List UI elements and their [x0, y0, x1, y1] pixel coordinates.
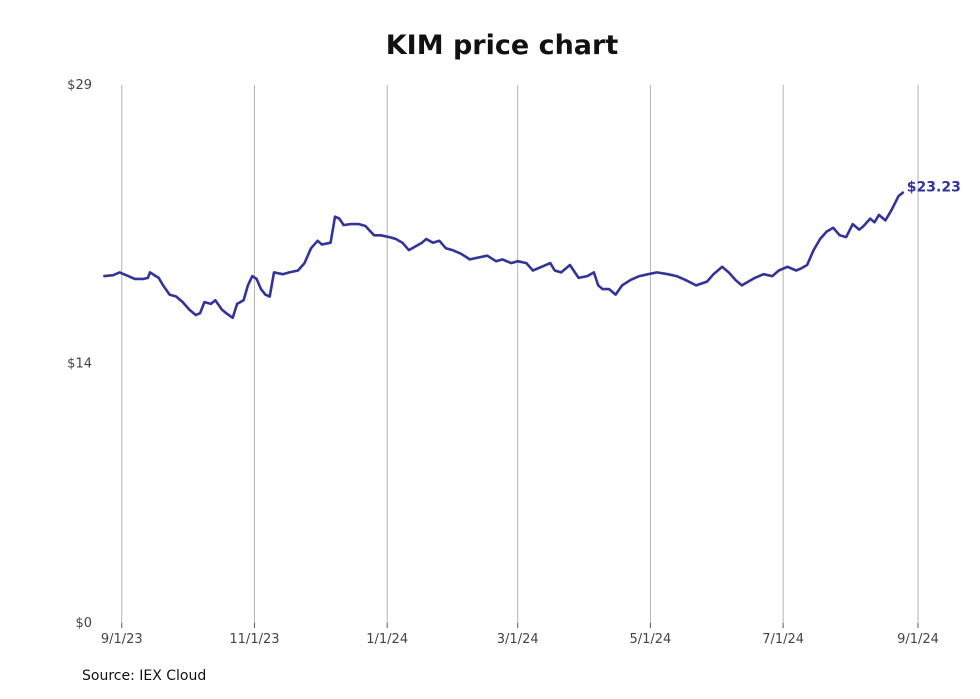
x-tick-label: 9/1/23 [101, 632, 143, 647]
price-series: $23.23 [103, 180, 961, 320]
gridlines [121, 85, 919, 623]
y-axis: $0 $14 $29 [67, 78, 92, 631]
series-line [103, 191, 905, 320]
y-tick-label: $29 [67, 78, 92, 93]
x-tick-label: 5/1/24 [629, 632, 671, 647]
last-value-label: $23.23 [907, 180, 961, 196]
x-axis: 9/1/23 11/1/23 1/1/24 3/1/24 5/1/24 7/1/24 9/1… [101, 623, 939, 647]
x-tick-label: 9/1/24 [897, 632, 939, 647]
chart-title: KIM price chart [385, 30, 619, 61]
y-tick-label: $0 [75, 616, 92, 631]
y-tick-label: $14 [67, 356, 92, 371]
x-tick-label: 11/1/23 [229, 632, 279, 647]
x-tick-label: 1/1/24 [366, 632, 408, 647]
source-note: Source: IEX Cloud [82, 668, 207, 684]
x-tick-label: 7/1/24 [762, 632, 804, 647]
x-tick-label: 3/1/24 [497, 632, 539, 647]
